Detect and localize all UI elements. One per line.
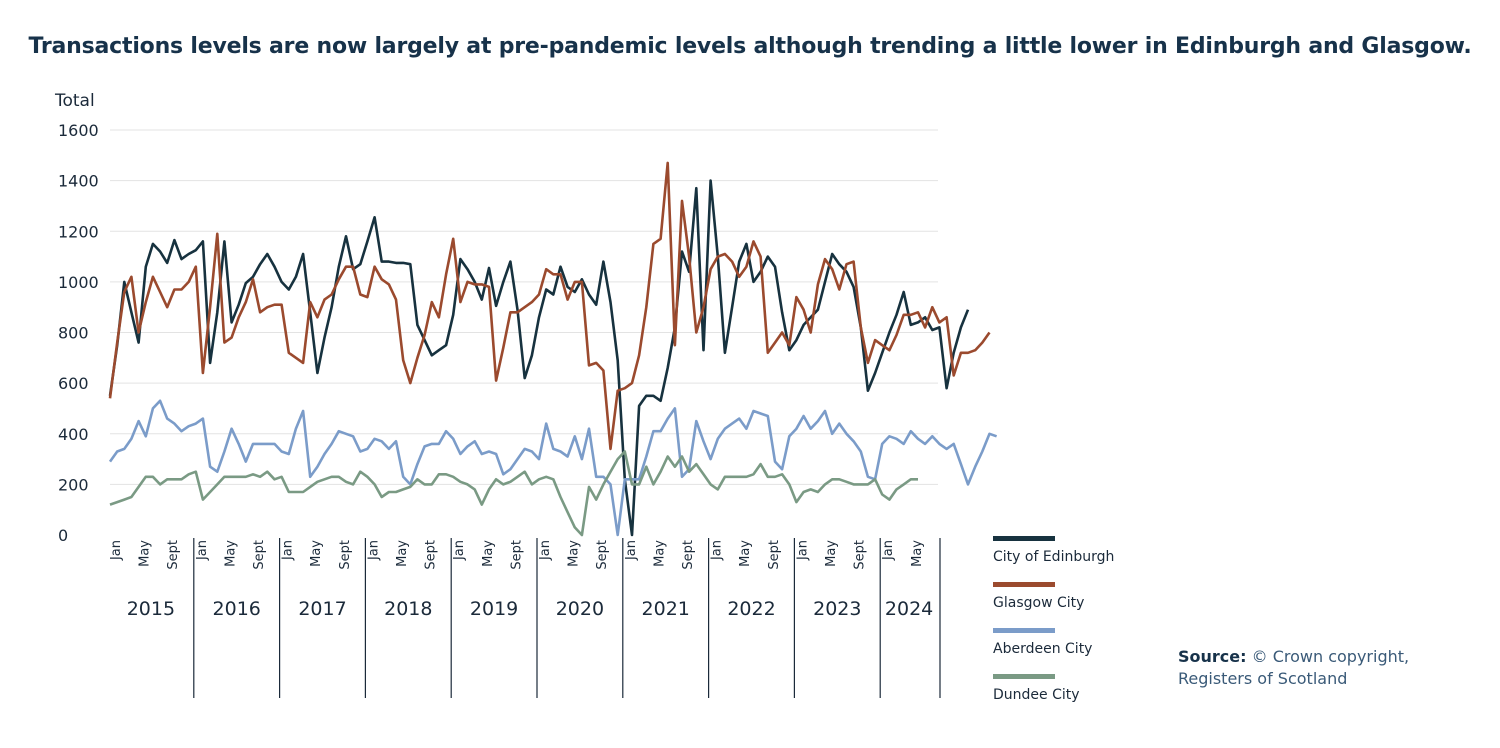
legend-swatch bbox=[993, 674, 1055, 679]
x-tick-label: Jan bbox=[881, 540, 896, 561]
x-tick-label: Sept bbox=[767, 540, 782, 570]
year-label: 2021 bbox=[642, 598, 690, 620]
legend-label: Aberdeen City bbox=[993, 641, 1093, 657]
legend-item-aberdeen: Aberdeen City bbox=[993, 628, 1173, 674]
year-label: 2016 bbox=[213, 598, 261, 620]
legend-swatch bbox=[993, 536, 1055, 541]
y-tick-label: 400 bbox=[58, 425, 89, 444]
series-line-2 bbox=[108, 399, 998, 537]
x-tick-label: Jan bbox=[624, 540, 639, 561]
x-tick-label: Jan bbox=[195, 540, 210, 561]
x-tick-label: May bbox=[309, 540, 324, 567]
x-tick-label: May bbox=[567, 540, 582, 567]
x-tick-label: May bbox=[138, 540, 153, 567]
x-tick-label: Sept bbox=[681, 540, 696, 570]
y-tick-label: 1400 bbox=[58, 172, 99, 191]
legend-swatch bbox=[993, 582, 1055, 587]
x-tick-label: Jan bbox=[109, 540, 124, 561]
x-tick-label: Jan bbox=[538, 540, 553, 561]
y-tick-label: 800 bbox=[58, 324, 89, 343]
series-lines bbox=[108, 161, 998, 537]
legend-item-glasgow: Glasgow City bbox=[993, 582, 1173, 628]
y-tick-label: 1000 bbox=[58, 273, 99, 292]
x-tick-label: May bbox=[824, 540, 839, 567]
legend-item-dundee: Dundee City bbox=[993, 674, 1173, 720]
x-tick-label: Jan bbox=[366, 540, 381, 561]
y-tick-label: 200 bbox=[58, 475, 89, 494]
y-tick-label: 1600 bbox=[58, 121, 99, 140]
axes bbox=[193, 538, 941, 698]
x-tick-label: Jan bbox=[795, 540, 810, 561]
x-tick-label: Sept bbox=[424, 540, 439, 570]
series-line-3 bbox=[109, 450, 918, 537]
x-tick-label: May bbox=[738, 540, 753, 567]
y-tick-label: 1200 bbox=[58, 222, 99, 241]
x-tick-label: Sept bbox=[509, 540, 524, 570]
y-axis-label: Total bbox=[54, 91, 95, 111]
year-label: 2015 bbox=[127, 598, 175, 620]
x-tick-label: Jan bbox=[710, 540, 725, 561]
x-tick-label: May bbox=[223, 540, 238, 567]
x-tick-label: Jan bbox=[452, 540, 467, 561]
year-label: 2018 bbox=[384, 598, 432, 620]
x-tick-label: Sept bbox=[166, 540, 181, 570]
source-text-2: Registers of Scotland bbox=[1178, 669, 1348, 688]
source-note: Source: © Crown copyright, Registers of … bbox=[1178, 646, 1409, 690]
year-label: 2022 bbox=[727, 598, 775, 620]
x-tick-label: Sept bbox=[853, 540, 868, 570]
legend-item-edinburgh: City of Edinburgh bbox=[993, 536, 1173, 582]
legend-label: Glasgow City bbox=[993, 595, 1085, 611]
source-label: Source: bbox=[1178, 647, 1247, 666]
year-label: 2020 bbox=[556, 598, 604, 620]
source-text: © Crown copyright, bbox=[1251, 647, 1410, 666]
legend: City of Edinburgh Glasgow City Aberdeen … bbox=[993, 536, 1173, 720]
x-tick-label: Sept bbox=[338, 540, 353, 570]
y-tick-label: 600 bbox=[58, 374, 89, 393]
axis-labels: 0 200 400 600 800 1000 1200 1400 1600 Total 2015 20… bbox=[54, 91, 933, 620]
x-tick-label: May bbox=[481, 540, 496, 567]
x-tick-label: May bbox=[652, 540, 667, 567]
x-tick-label: Sept bbox=[252, 540, 267, 570]
legend-swatch bbox=[993, 628, 1055, 633]
legend-label: Dundee City bbox=[993, 687, 1080, 703]
chart-title: Transactions levels are now largely at p… bbox=[28, 34, 1472, 59]
gridlines bbox=[110, 129, 938, 485]
year-label: 2023 bbox=[813, 598, 861, 620]
legend-label: City of Edinburgh bbox=[993, 549, 1115, 565]
x-tick-label: Jan bbox=[281, 540, 296, 561]
x-tick-label: May bbox=[910, 540, 925, 567]
year-label: 2024 bbox=[885, 598, 933, 620]
x-tick-label: Sept bbox=[595, 540, 610, 570]
y-tick-label: 0 bbox=[58, 526, 68, 545]
year-label: 2017 bbox=[298, 598, 346, 620]
series-line-0 bbox=[108, 179, 970, 537]
x-tick-label: May bbox=[395, 540, 410, 567]
year-label: 2019 bbox=[470, 598, 518, 620]
series-line-1 bbox=[108, 161, 991, 451]
